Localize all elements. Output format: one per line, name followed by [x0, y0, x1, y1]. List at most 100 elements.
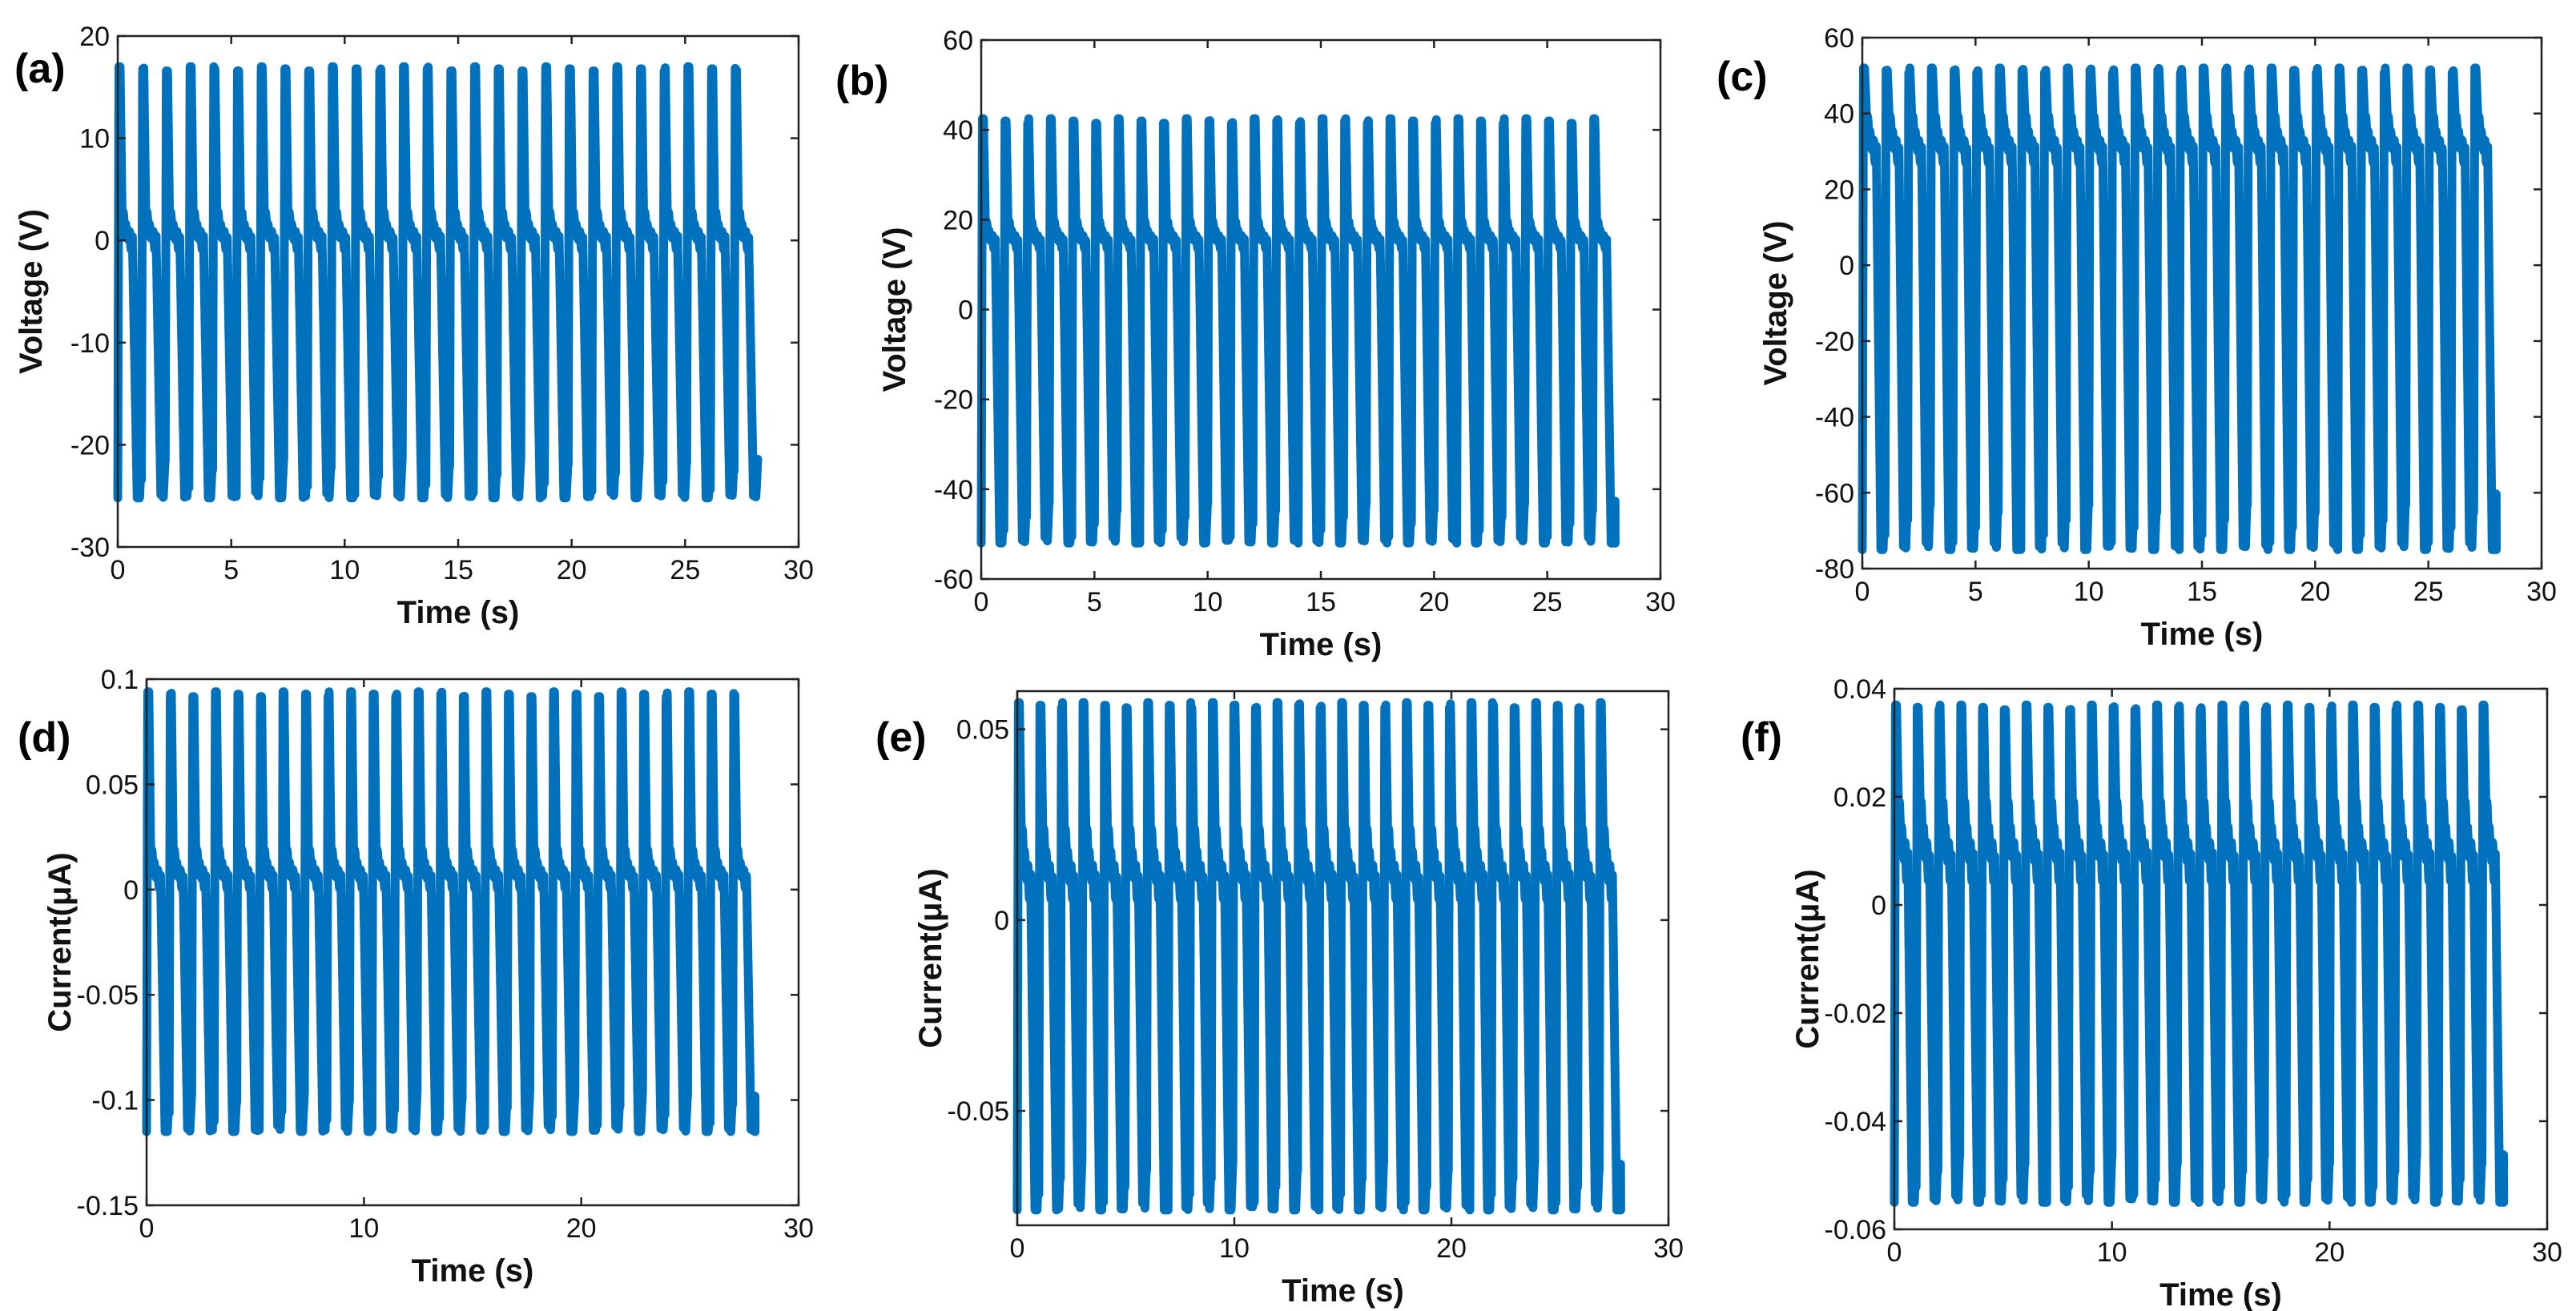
panel-b-xtick-label: 25: [1532, 587, 1563, 617]
panel-f-ytick-label: -0.06: [1825, 1215, 1887, 1245]
panel-b-series-voltage: [976, 114, 1620, 548]
panel-f-series-current: [1890, 700, 2509, 1207]
panel-d-xtick-label: 30: [783, 1213, 814, 1244]
panel-b-ytick-label: 60: [943, 26, 973, 56]
panel-f-ytick-label: -0.02: [1825, 999, 1887, 1029]
panel-a-xtick-label: 15: [443, 555, 473, 585]
panel-f-letter: (f): [1741, 714, 1782, 761]
panel-a: 0 5 10 15 20 25 30 -30 -20 -10 0 10 20 Time (s) Voltag…: [14, 22, 814, 630]
panel-d-letter: (d): [18, 714, 70, 761]
panel-a-xlabel: Time (s): [397, 595, 520, 630]
panel-c-ytick-label: 20: [1824, 175, 1854, 205]
panel-d-ytick-label: 0: [123, 875, 139, 906]
panel-a-ytick-label: 0: [95, 226, 110, 256]
panel-f-xtick-label: 20: [2314, 1237, 2345, 1268]
panel-a-xtick-label: 0: [111, 555, 126, 585]
panel-d-ytick-label: 0.05: [86, 770, 139, 800]
panel-c-ytick-label: -80: [1815, 554, 1854, 585]
panel-e-ylabel: Current(μA): [913, 868, 948, 1048]
panel-b-ytick-label: -40: [934, 475, 973, 505]
panel-c-xtick-label: 30: [2526, 577, 2557, 607]
panel-d-ytick-label: -0.1: [91, 1086, 139, 1116]
panel-b-xtick-label: 30: [1645, 587, 1676, 617]
panel-c-xtick-label: 5: [1968, 577, 1983, 607]
panel-e-series-current: [1012, 698, 1625, 1215]
panel-b-ytick-label: -20: [934, 385, 973, 416]
panel-e-ytick-label: 0: [994, 906, 1009, 936]
panel-d-xtick-label: 10: [348, 1213, 379, 1244]
panel-d: 0 10 20 30 -0.15 -0.1 -0.05 0 0.05 0.1 Time (s) Cur…: [18, 665, 814, 1289]
panel-d-xtick-label: 0: [139, 1213, 155, 1244]
panel-c: 0 5 10 15 20 25 30 -80 -60 -40 -20 0 20 40 60 Time (s) V…: [1717, 23, 2557, 652]
panel-b-ytick-label: 20: [943, 205, 973, 235]
panel-f-ytick-label: 0: [1871, 891, 1886, 921]
panel-e-xtick-label: 0: [1010, 1233, 1025, 1264]
panel-b-xtick-label: 5: [1087, 587, 1102, 617]
panel-c-xtick-label: 10: [2074, 577, 2104, 607]
panel-b-ylabel: Voltage (V): [877, 227, 912, 392]
panel-f-ytick-label: -0.04: [1825, 1107, 1887, 1137]
panel-d-series-current: [142, 687, 760, 1136]
panel-b-ytick-label: 40: [943, 115, 973, 146]
panel-c-xlabel: Time (s): [2141, 617, 2264, 652]
panel-c-xtick-label: 20: [2300, 577, 2330, 607]
panel-e: 0 10 20 30 -0.05 0 0.05 Time (s) Current(μA) (e): [875, 690, 1684, 1309]
panel-c-ytick-label: -60: [1815, 478, 1854, 509]
panel-a-ytick-label: -10: [70, 328, 110, 359]
panel-e-xtick-label: 30: [1653, 1233, 1684, 1264]
panel-d-ytick-label: -0.05: [77, 980, 139, 1011]
panel-e-xtick-label: 20: [1436, 1233, 1467, 1264]
panel-a-xtick-label: 20: [557, 555, 587, 585]
panel-f-axes-frame: [1893, 687, 2549, 1231]
panel-c-ylabel: Voltage (V): [1758, 221, 1793, 386]
panel-a-xtick-label: 5: [223, 555, 239, 585]
panel-d-xtick-label: 20: [566, 1213, 597, 1244]
panel-a-ytick-label: 10: [79, 124, 110, 155]
panel-d-axes-frame: [145, 678, 800, 1207]
panel-f-xlabel: Time (s): [2159, 1277, 2282, 1311]
panel-a-xtick-label: 30: [783, 555, 814, 585]
panel-d-ytick-label: -0.15: [77, 1191, 139, 1221]
panel-e-ytick-label: -0.05: [948, 1096, 1010, 1127]
panel-c-xtick-label: 0: [1855, 577, 1870, 607]
panel-a-ylabel: Voltage (V): [14, 209, 49, 374]
panel-a-series-voltage: [113, 62, 763, 503]
panel-a-xtick-label: 10: [329, 555, 360, 585]
panel-c-ytick-label: -40: [1815, 403, 1854, 433]
panel-e-ytick-label: 0.05: [956, 715, 1009, 746]
panel-b-xtick-label: 15: [1306, 587, 1336, 617]
panel-f-ytick-label: 0.02: [1833, 782, 1886, 813]
panel-c-xtick-label: 15: [2187, 577, 2217, 607]
panel-b-ytick-label: -60: [934, 565, 973, 595]
panel-a-xtick-label: 25: [670, 555, 700, 585]
panel-a-ytick-label: 20: [79, 22, 110, 52]
panel-b-xlabel: Time (s): [1260, 627, 1383, 662]
panel-d-xlabel: Time (s): [412, 1253, 534, 1289]
panel-f-xtick-label: 10: [2097, 1237, 2127, 1268]
panel-b-xtick-label: 0: [974, 587, 989, 617]
panel-e-xlabel: Time (s): [1282, 1273, 1404, 1309]
panel-c-ytick-label: -20: [1815, 327, 1854, 357]
panel-a-ytick-label: -20: [70, 430, 110, 460]
panel-b-xtick-label: 10: [1193, 587, 1223, 617]
panel-f-ylabel: Current(μA): [1790, 869, 1825, 1048]
panel-b-letter: (b): [835, 58, 888, 104]
panel-b: 0 5 10 15 20 25 30 -60 -40 -20 0 20 40 60 Time (s) Volt…: [835, 26, 1676, 662]
panel-b-xtick-label: 20: [1419, 587, 1449, 617]
panel-e-axes-frame: [1016, 690, 1670, 1227]
panel-a-ytick-label: -30: [70, 533, 110, 563]
panel-c-series-voltage: [1858, 63, 2501, 554]
panel-c-ytick-label: 60: [1824, 23, 1854, 54]
panel-f-xtick-label: 30: [2532, 1237, 2562, 1268]
panel-c-xtick-label: 25: [2413, 577, 2444, 607]
panel-b-ytick-label: 0: [958, 296, 973, 326]
panel-e-letter: (e): [875, 714, 927, 761]
panel-c-letter: (c): [1717, 54, 1768, 100]
panel-c-ytick-label: 40: [1824, 99, 1854, 130]
panel-f-xtick-label: 0: [1887, 1237, 1902, 1268]
panel-d-ytick-label: 0.1: [101, 665, 139, 695]
panel-f: 0 10 20 30 -0.06 -0.04 -0.02 0 0.02 0.04 Time (s) C…: [1741, 674, 2562, 1311]
panel-f-ytick-label: 0.04: [1833, 674, 1886, 705]
panel-e-xtick-label: 10: [1219, 1233, 1250, 1264]
